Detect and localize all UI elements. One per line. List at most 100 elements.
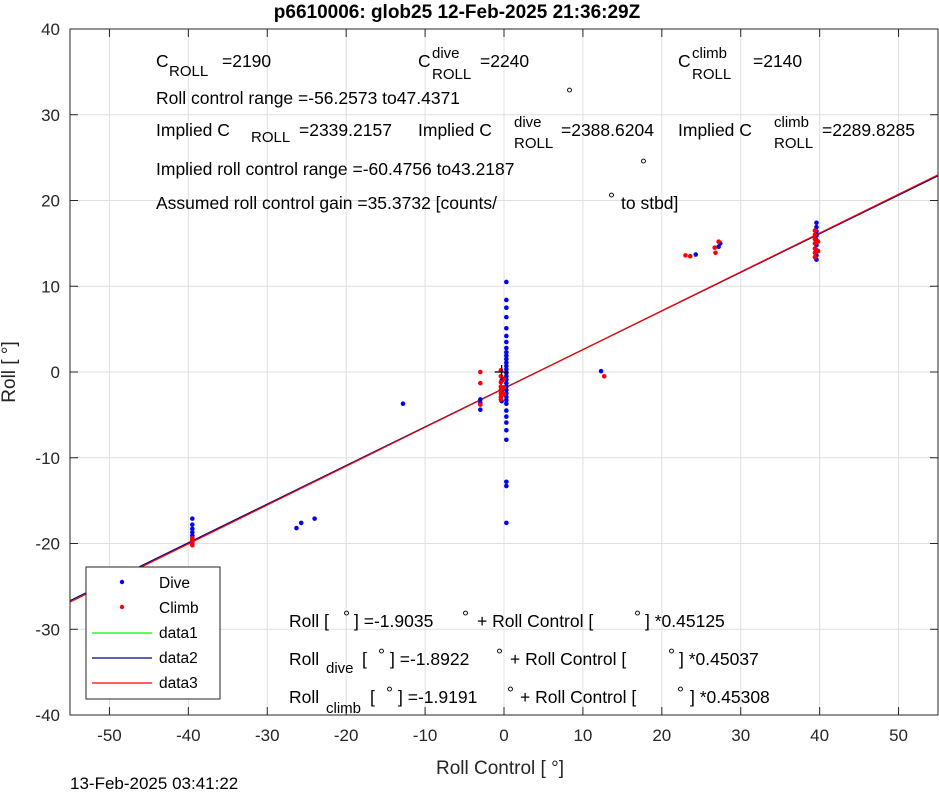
dive-point: [504, 360, 509, 365]
y-tick-label: -40: [35, 706, 60, 725]
legend-label-climb: Climb: [159, 600, 199, 617]
x-tick-label: -30: [255, 726, 280, 745]
annotation-fit-climb: Roll climb [ ° ] =-1.9191 ° + Roll Contr…: [289, 683, 770, 717]
x-tick-label: -10: [413, 726, 438, 745]
svg-text:°: °: [343, 607, 350, 627]
dive-point: [400, 401, 406, 407]
x-tick-label: 40: [810, 726, 829, 745]
svg-text:ROLL: ROLL: [514, 135, 553, 152]
svg-text:C: C: [156, 51, 169, 71]
svg-text:°: °: [386, 683, 393, 703]
y-tick-label: 10: [41, 277, 60, 296]
annotation-fit-all: Roll [ ° ] =-1.9035 ° + Roll Control [ °…: [289, 607, 725, 631]
x-tick-label: -50: [97, 726, 122, 745]
y-tick-label: 20: [41, 192, 60, 211]
legend-label-data3: data3: [159, 675, 198, 692]
svg-text:=2140: =2140: [753, 51, 802, 71]
climb-point: [812, 228, 818, 233]
x-tick-label: 10: [573, 726, 592, 745]
x-tick-label: 20: [652, 726, 671, 745]
svg-text:+ Roll Control [: + Roll Control [: [510, 649, 626, 669]
dive-point: [504, 479, 509, 485]
svg-text:dive: dive: [326, 660, 354, 677]
svg-text:[: [: [362, 649, 367, 669]
dive-point: [693, 252, 699, 257]
dive-point: [504, 428, 509, 433]
dive-point: [716, 244, 721, 250]
x-tick-label: -40: [176, 726, 201, 745]
dive-point: [504, 356, 509, 362]
climb-point: [812, 254, 818, 260]
climb-point: [687, 253, 693, 259]
dive-point: [504, 339, 509, 345]
x-tick-label: 50: [889, 726, 908, 745]
svg-text:ROLL: ROLL: [692, 66, 731, 83]
svg-text:Implied C: Implied C: [678, 120, 752, 140]
dive-point: [478, 397, 483, 402]
svg-text:ROLL: ROLL: [251, 129, 290, 146]
climb-point: [712, 245, 717, 250]
dive-point: [814, 220, 819, 226]
svg-text:+ Roll Control [: + Roll Control [: [477, 611, 593, 631]
climb-point: [815, 248, 821, 254]
svg-text:dive: dive: [432, 45, 460, 62]
dive-point: [312, 516, 317, 521]
data-points: [190, 220, 821, 548]
dive-point: [504, 349, 509, 355]
dive-point: [504, 380, 509, 386]
dive-point: [298, 520, 304, 526]
annotation-implied-range: Implied roll control range =-60.4756 to4…: [156, 159, 515, 179]
x-tick-label: 0: [499, 726, 508, 745]
svg-text:=2339.2157: =2339.2157: [299, 120, 392, 140]
climb-point: [812, 232, 818, 238]
svg-text:°: °: [378, 645, 385, 665]
dive-point: [504, 345, 509, 351]
dive-point: [504, 420, 509, 425]
dive-point: [504, 367, 509, 372]
annotation-c-roll-climb: C climb ROLL =2140: [678, 45, 802, 83]
climb-point: [716, 239, 721, 244]
svg-text:+ Roll Control [: + Roll Control [: [520, 687, 636, 707]
annotation-implied-c-roll-dive: Implied C dive ROLL =2388.6204: [418, 114, 654, 152]
dive-point: [190, 516, 195, 521]
dive-point: [504, 297, 509, 303]
dive-point: [504, 520, 509, 526]
climb-point: [478, 369, 483, 375]
dive-point: [504, 314, 509, 320]
annotation-implied-c-roll-climb: Implied C climb ROLL =2289.8285: [678, 114, 915, 152]
annotation-c-roll: C ROLL =2190: [156, 51, 271, 80]
svg-text:ROLL: ROLL: [432, 66, 471, 83]
svg-text:ROLL: ROLL: [169, 63, 208, 80]
climb-point: [498, 387, 504, 393]
y-tick-label: -20: [35, 535, 60, 554]
svg-text:=2289.8285: =2289.8285: [822, 120, 915, 140]
legend-marker-climb: [119, 604, 125, 610]
svg-text:dive: dive: [514, 114, 542, 131]
annotation-implied-c-roll: Implied C ROLL =2339.2157: [156, 120, 392, 146]
svg-text:climb: climb: [326, 700, 361, 717]
climb-point: [601, 373, 607, 379]
climb-point: [815, 239, 821, 244]
dive-point: [504, 401, 509, 407]
svg-text:Roll: Roll: [289, 687, 319, 707]
dive-point: [294, 525, 299, 531]
climb-point: [501, 376, 507, 382]
svg-text:=2388.6204: =2388.6204: [561, 120, 654, 140]
x-tick-label: -20: [334, 726, 359, 745]
legend: Dive Climb data1 data2 data3: [85, 566, 221, 700]
svg-text:Roll: Roll: [289, 649, 319, 669]
dive-point: [504, 333, 509, 339]
dive-point: [504, 353, 509, 359]
svg-text:Implied C: Implied C: [418, 120, 492, 140]
climb-point: [478, 402, 483, 407]
svg-text:C: C: [678, 51, 691, 71]
dive-point: [190, 526, 195, 532]
svg-text:climb: climb: [774, 114, 809, 131]
dive-point: [598, 368, 604, 374]
y-tick-label: -10: [35, 449, 60, 468]
degree-symbol: °: [566, 84, 573, 104]
dive-point: [814, 224, 819, 230]
dive-point: [504, 414, 509, 419]
annotation-fit-dive: Roll dive [ ° ] =-1.8922 ° + Roll Contro…: [289, 645, 759, 677]
